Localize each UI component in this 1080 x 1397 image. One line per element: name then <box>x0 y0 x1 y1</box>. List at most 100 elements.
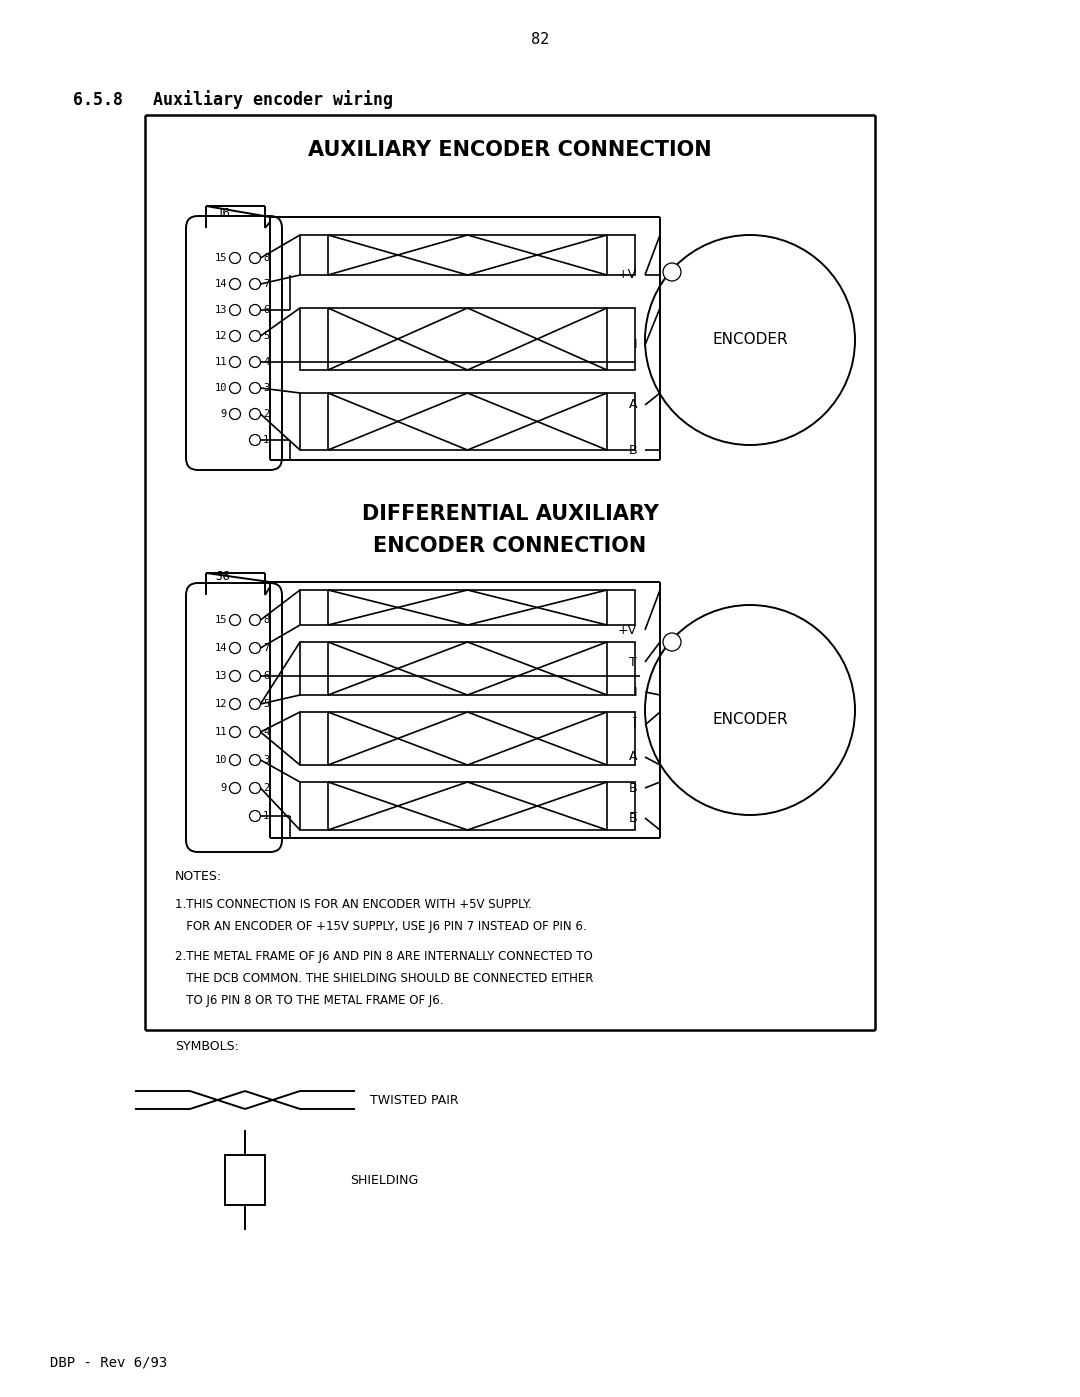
Bar <box>607 307 635 370</box>
Text: 4: 4 <box>264 726 269 738</box>
Bar <box>225 1155 265 1206</box>
Text: 14: 14 <box>215 643 227 652</box>
Text: 6: 6 <box>264 671 269 680</box>
Bar <box>300 590 328 624</box>
Circle shape <box>249 356 260 367</box>
Text: 13: 13 <box>215 671 227 680</box>
Text: 2.THE METAL FRAME OF J6 AND PIN 8 ARE INTERNALLY CONNECTED TO: 2.THE METAL FRAME OF J6 AND PIN 8 ARE IN… <box>175 950 593 963</box>
Circle shape <box>249 615 260 626</box>
Text: 5: 5 <box>264 698 269 710</box>
Text: 12: 12 <box>215 331 227 341</box>
Bar <box>607 643 635 694</box>
Bar <box>300 712 328 766</box>
Text: 11: 11 <box>215 358 227 367</box>
Text: 82: 82 <box>531 32 549 47</box>
Text: 7: 7 <box>264 279 269 289</box>
Circle shape <box>249 754 260 766</box>
Text: B̅: B̅ <box>629 812 637 824</box>
Circle shape <box>229 643 241 654</box>
Text: 3: 3 <box>264 754 269 766</box>
Text: 15: 15 <box>215 253 227 263</box>
Text: SYMBOLS:: SYMBOLS: <box>175 1039 239 1053</box>
Circle shape <box>229 383 241 394</box>
Circle shape <box>249 810 260 821</box>
Circle shape <box>663 633 681 651</box>
Bar <box>607 393 635 450</box>
Text: DBP - Rev 6/93: DBP - Rev 6/93 <box>50 1355 167 1369</box>
Circle shape <box>249 726 260 738</box>
Text: 1.THIS CONNECTION IS FOR AN ENCODER WITH +5V SUPPLY.: 1.THIS CONNECTION IS FOR AN ENCODER WITH… <box>175 898 531 911</box>
Bar <box>607 712 635 766</box>
Circle shape <box>229 356 241 367</box>
Text: 10: 10 <box>215 754 227 766</box>
Circle shape <box>249 643 260 654</box>
Text: +V: +V <box>618 268 637 282</box>
Bar <box>607 590 635 624</box>
Text: FOR AN ENCODER OF +15V SUPPLY, USE J6 PIN 7 INSTEAD OF PIN 6.: FOR AN ENCODER OF +15V SUPPLY, USE J6 PI… <box>175 921 586 933</box>
Bar <box>607 782 635 830</box>
Text: 2: 2 <box>264 409 269 419</box>
Text: 4: 4 <box>264 358 269 367</box>
Text: 9: 9 <box>220 409 227 419</box>
Circle shape <box>229 278 241 289</box>
Circle shape <box>249 434 260 446</box>
Text: 8: 8 <box>264 253 269 263</box>
Circle shape <box>249 782 260 793</box>
Text: 8: 8 <box>264 615 269 624</box>
Text: B: B <box>629 443 637 457</box>
Text: AUXILIARY ENCODER CONNECTION: AUXILIARY ENCODER CONNECTION <box>308 140 712 161</box>
Bar <box>300 643 328 694</box>
Text: 1: 1 <box>264 812 269 821</box>
Text: 1: 1 <box>264 434 269 446</box>
Text: THE DCB COMMON. THE SHIELDING SHOULD BE CONNECTED EITHER: THE DCB COMMON. THE SHIELDING SHOULD BE … <box>175 972 593 985</box>
Text: 9: 9 <box>220 782 227 793</box>
Text: +V: +V <box>618 623 637 637</box>
Text: J6: J6 <box>215 207 230 219</box>
Bar <box>300 235 328 275</box>
Text: Ī: Ī <box>633 718 637 732</box>
Circle shape <box>249 253 260 264</box>
Text: J6: J6 <box>215 570 230 583</box>
Circle shape <box>229 615 241 626</box>
Text: 6.5.8   Auxiliary encoder wiring: 6.5.8 Auxiliary encoder wiring <box>73 89 393 109</box>
Text: A: A <box>629 750 637 764</box>
Circle shape <box>249 671 260 682</box>
Bar <box>300 307 328 370</box>
FancyBboxPatch shape <box>186 583 282 852</box>
Circle shape <box>249 698 260 710</box>
Text: TWISTED PAIR: TWISTED PAIR <box>370 1094 459 1106</box>
Circle shape <box>229 253 241 264</box>
Circle shape <box>249 331 260 341</box>
Circle shape <box>645 235 855 446</box>
Circle shape <box>249 305 260 316</box>
Circle shape <box>229 331 241 341</box>
Bar <box>300 782 328 830</box>
Text: ENCODER CONNECTION: ENCODER CONNECTION <box>374 536 647 556</box>
Text: NOTES:: NOTES: <box>175 870 222 883</box>
Text: 12: 12 <box>215 698 227 710</box>
Circle shape <box>249 383 260 394</box>
Circle shape <box>645 605 855 814</box>
Text: TO J6 PIN 8 OR TO THE METAL FRAME OF J6.: TO J6 PIN 8 OR TO THE METAL FRAME OF J6. <box>175 995 444 1007</box>
Circle shape <box>229 698 241 710</box>
Text: DIFFERENTIAL AUXILIARY: DIFFERENTIAL AUXILIARY <box>362 504 659 524</box>
Text: 2: 2 <box>264 782 269 793</box>
Text: ENCODER: ENCODER <box>712 332 787 348</box>
Text: SHIELDING: SHIELDING <box>350 1173 418 1186</box>
Circle shape <box>229 726 241 738</box>
Circle shape <box>663 263 681 281</box>
Circle shape <box>249 278 260 289</box>
Text: A: A <box>629 398 637 412</box>
Text: I: I <box>633 686 637 698</box>
Circle shape <box>229 305 241 316</box>
Text: 7: 7 <box>264 643 269 652</box>
Text: 6: 6 <box>264 305 269 314</box>
Text: 11: 11 <box>215 726 227 738</box>
Circle shape <box>229 754 241 766</box>
Text: ENCODER: ENCODER <box>712 712 787 728</box>
Bar <box>607 235 635 275</box>
Text: 3: 3 <box>264 383 269 393</box>
Text: I: I <box>633 338 637 352</box>
Text: T: T <box>630 655 637 669</box>
Text: 13: 13 <box>215 305 227 314</box>
